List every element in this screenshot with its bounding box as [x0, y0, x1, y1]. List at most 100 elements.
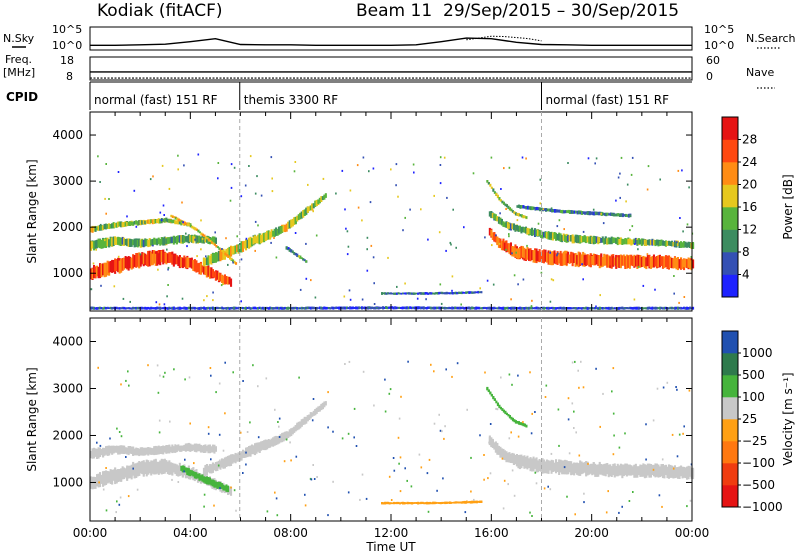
power-echo-cell	[445, 291, 448, 295]
velocity-echo-cell	[208, 444, 211, 454]
power-echo-cell	[558, 306, 561, 310]
power-echo-cell	[374, 306, 377, 310]
power-scatter-echo	[163, 214, 165, 216]
velocity-ytick-label: 4000	[52, 334, 83, 348]
power-echo-cell	[511, 210, 514, 213]
velocity-echo-cell	[393, 502, 396, 505]
velocity-echo-cell	[183, 466, 186, 472]
power-scatter-echo	[513, 274, 516, 277]
power-echo-cell	[657, 239, 660, 246]
power-echo-cell	[648, 306, 651, 310]
power-echo-cell	[115, 237, 118, 245]
velocity-xtick-label: 20:00	[574, 526, 609, 540]
velocity-echo-cell	[287, 431, 290, 438]
power-echo-cell	[600, 307, 603, 310]
power-echo-cell	[624, 238, 627, 245]
velocity-xtick-label: 16:00	[474, 526, 509, 540]
power-scatter-echo	[205, 255, 207, 258]
power-echo-cell	[132, 221, 135, 226]
power-echo-cell	[454, 306, 457, 309]
velocity-scatter-echo	[495, 407, 497, 410]
velocity-scatter-echo	[289, 441, 291, 444]
power-echo-cell	[294, 253, 297, 256]
power-echo-cell	[120, 237, 123, 246]
power-echo-cell	[279, 225, 282, 234]
power-echo-cell	[512, 223, 515, 231]
power-echo-cell	[491, 306, 494, 310]
velocity-echo-cell	[186, 467, 189, 475]
velocity-echo-cell	[675, 467, 678, 476]
power-echo-cell	[222, 275, 225, 284]
velocity-echo-cell	[135, 463, 138, 478]
power-scatter-echo	[372, 167, 375, 170]
velocity-scatter-echo	[127, 495, 130, 498]
velocity-echo-cell	[141, 449, 144, 456]
power-echo-cell	[486, 180, 489, 183]
power-echo-cell	[193, 306, 196, 310]
velocity-echo-cell	[111, 445, 114, 455]
power-echo-cell	[216, 270, 219, 280]
power-echo-cell	[272, 307, 275, 310]
velocity-echo-cell	[406, 501, 409, 505]
station-title: Kodiak (fitACF)	[97, 1, 223, 21]
power-echo-cell	[609, 212, 612, 216]
power-echo-cell	[672, 241, 675, 247]
power-scatter-echo	[273, 237, 275, 239]
velocity-scatter-echo	[583, 492, 585, 495]
power-echo-cell	[217, 307, 220, 310]
power-echo-cell	[123, 306, 126, 310]
power-echo-cell	[207, 255, 210, 266]
velocity-echo-cell	[159, 446, 162, 454]
power-echo-cell	[159, 239, 162, 246]
velocity-scatter-echo	[210, 374, 212, 377]
power-scatter-echo	[196, 255, 198, 258]
velocity-scatter-echo	[420, 466, 423, 469]
power-echo-cell	[171, 219, 174, 224]
power-echo-cell	[311, 306, 314, 310]
power-scatter-echo	[539, 202, 542, 205]
power-echo-cell	[159, 250, 162, 263]
velocity-echo-cell	[648, 463, 651, 477]
power-echo-cell	[118, 237, 121, 245]
velocity-echo-cell	[156, 461, 159, 474]
velocity-echo-cell	[102, 448, 105, 458]
power-echo-cell	[187, 258, 190, 268]
velocity-scatter-echo	[618, 446, 621, 449]
velocity-echo-cell	[477, 500, 480, 503]
velocity-scatter-echo	[277, 421, 279, 423]
power-echo-cell	[574, 307, 577, 310]
power-scatter-echo	[682, 230, 684, 233]
power-echo-cell	[135, 238, 138, 247]
velocity-scatter-echo	[549, 488, 552, 491]
velocity-xtick-label: 04:00	[173, 526, 208, 540]
power-echo-cell	[612, 256, 615, 267]
velocity-echo-cell	[216, 482, 219, 488]
power-echo-cell	[628, 307, 631, 310]
power-echo-cell	[405, 292, 408, 295]
power-echo-cell	[602, 212, 605, 216]
power-echo-cell	[278, 226, 281, 234]
power-echo-cell	[154, 253, 157, 266]
power-echo-cell	[448, 292, 451, 295]
power-echo-cell	[470, 306, 473, 310]
power-echo-cell	[257, 236, 260, 244]
power-echo-cell	[637, 238, 640, 245]
power-echo-cell	[598, 255, 601, 269]
velocity-ytick-label: 1000	[52, 475, 83, 489]
power-echo-cell	[574, 235, 577, 243]
power-echo-cell	[219, 250, 222, 262]
velocity-echo-cell	[565, 460, 568, 475]
power-echo-cell	[123, 257, 126, 270]
power-echo-cell	[689, 242, 692, 248]
power-echo-cell	[278, 307, 281, 310]
power-scatter-echo	[492, 283, 495, 286]
velocity-scatter-echo	[361, 473, 364, 476]
power-echo-cell	[618, 238, 621, 245]
velocity-echo-cell	[529, 457, 532, 472]
power-echo-cell	[270, 229, 273, 238]
power-echo-cell	[293, 306, 296, 310]
velocity-scatter-echo	[118, 503, 121, 506]
power-echo-cell	[213, 253, 216, 263]
power-echo-cell	[163, 218, 166, 223]
power-scatter-echo	[108, 198, 110, 200]
